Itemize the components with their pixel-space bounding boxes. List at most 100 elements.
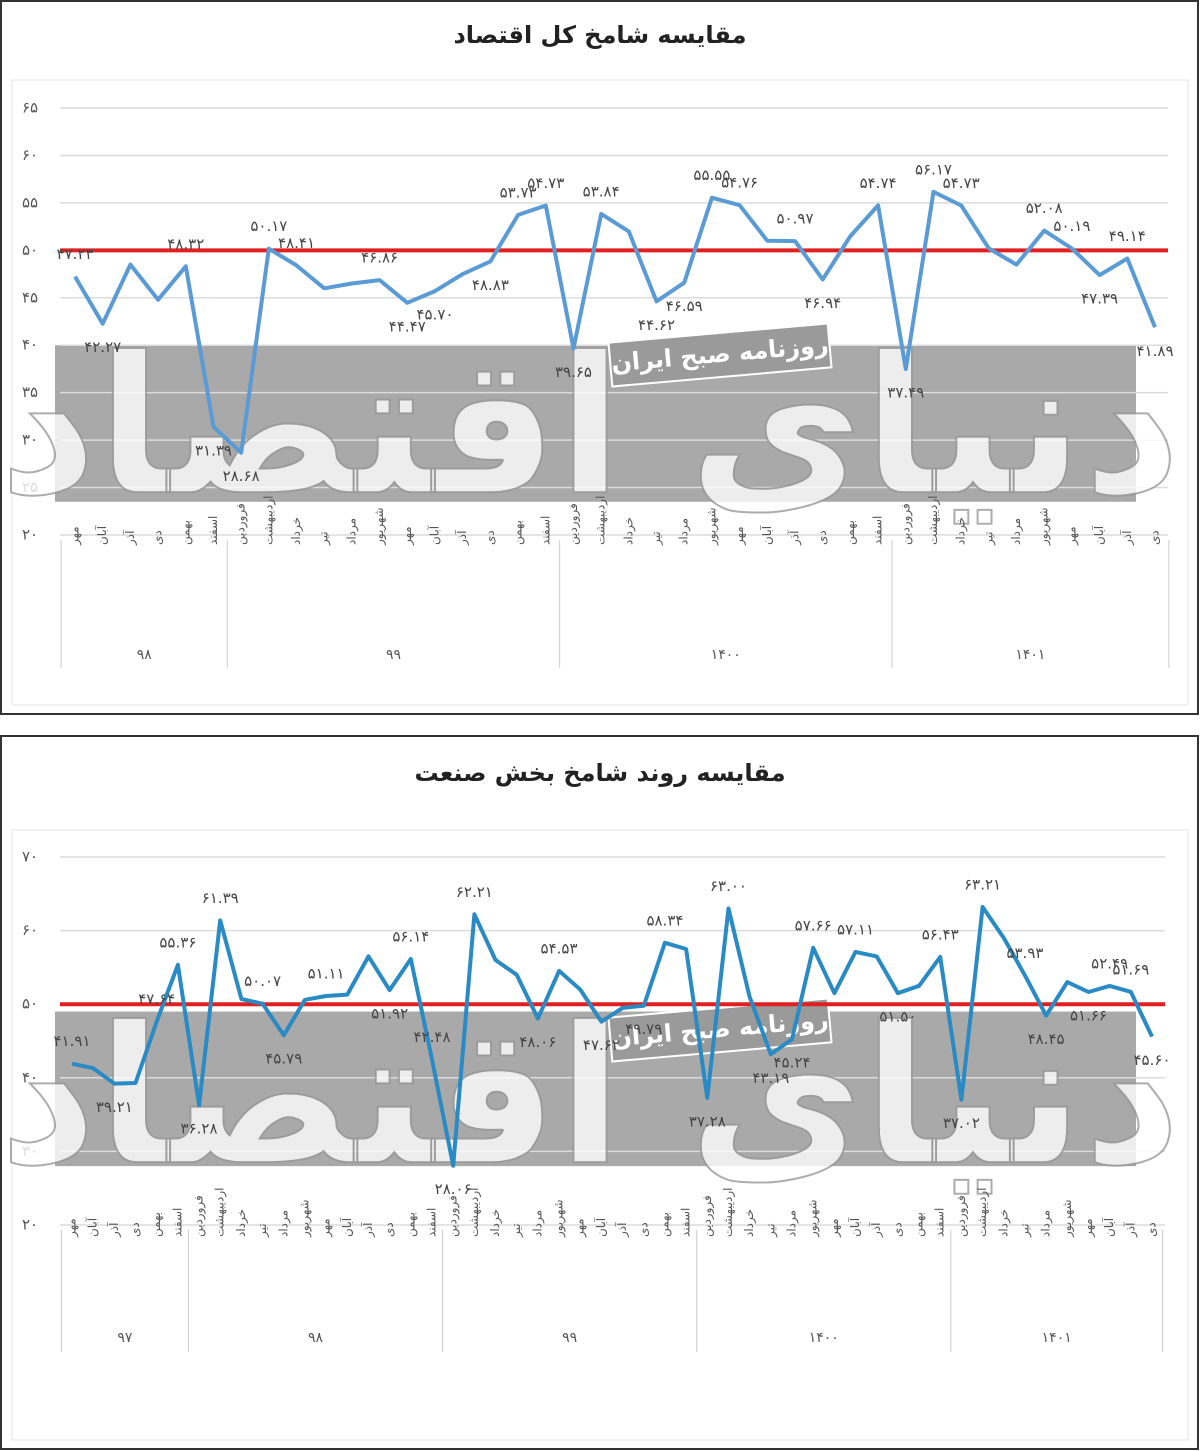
x-tick-label: آذر: [868, 1222, 884, 1238]
y-tick-label: ۵۰: [22, 995, 38, 1013]
y-tick-label: ۷۰: [22, 848, 38, 866]
x-tick-label: تیر: [981, 531, 996, 546]
x-tick-label: خرداد: [742, 1209, 757, 1237]
x-tick-label: مهر: [400, 526, 415, 546]
x-tick-label: آذر: [360, 1222, 376, 1238]
data-label: ۶۲.۲۱: [456, 883, 493, 901]
chart-title: مقایسه روند شامخ بخش صنعت: [414, 759, 785, 787]
data-label: ۵۱.۱۱: [308, 965, 345, 983]
x-tick-label: خرداد: [488, 1209, 503, 1237]
y-tick-label: ۳۵: [22, 383, 38, 401]
x-tick-label: خرداد: [234, 1209, 249, 1237]
y-tick-label: ۲۰: [22, 526, 38, 544]
x-tick-label: مهر: [68, 526, 83, 546]
data-label: ۴۲.۲۷: [84, 338, 121, 356]
x-tick-label: بهمن: [843, 520, 858, 545]
x-tick-label: اردیبهشت: [721, 1188, 736, 1237]
x-tick-label: تیر: [649, 531, 664, 546]
group-label: ۹۹: [386, 647, 401, 663]
x-tick-label: شهریور: [297, 1199, 312, 1238]
data-label: ۴۵.۷۹: [265, 1050, 302, 1068]
data-label: ۴۸.۴۱: [278, 234, 315, 252]
x-tick-label: آبان: [427, 525, 442, 545]
x-tick-label: مهر: [65, 1218, 80, 1238]
group-label: ۱۴۰۰: [809, 1330, 839, 1346]
data-label: ۴۷.۲۳: [57, 245, 94, 263]
y-tick-label: ۶۰: [22, 921, 38, 939]
data-label: ۴۸.۰۶: [519, 1033, 556, 1051]
x-tick-label: اسفند: [679, 1208, 693, 1237]
x-tick-label: شهریور: [372, 507, 387, 546]
data-label: ۴۱.۹۱: [54, 1032, 91, 1050]
x-tick-label: دی: [1145, 1222, 1159, 1237]
x-tick-label: آبان: [1101, 1217, 1116, 1237]
x-tick-label: خرداد: [996, 1209, 1011, 1237]
data-label: ۴۳.۱۹: [752, 1069, 789, 1087]
x-tick-label: فروردین: [192, 1195, 207, 1237]
data-label: ۳۹.۶۵: [555, 363, 592, 381]
x-tick-label: اردیبهشت: [594, 496, 609, 545]
group-label: ۹۸: [308, 1330, 324, 1346]
x-tick-label: مرداد: [1009, 518, 1024, 545]
x-tick-label: دی: [890, 1222, 904, 1237]
y-tick-label: ۶۰: [22, 146, 38, 164]
x-tick-label: اسفند: [425, 1208, 439, 1237]
shaded-band: [55, 345, 1136, 502]
data-label: ۵۳.۷۳: [500, 183, 537, 201]
data-label: ۴۸.۳۲: [167, 235, 204, 253]
group-label: ۹۸: [137, 647, 153, 663]
data-label: ۳۹.۲۱: [96, 1098, 133, 1116]
x-tick-label: بهمن: [178, 520, 193, 545]
x-tick-label: بهمن: [149, 1212, 164, 1237]
data-label: ۳۷.۲۸: [689, 1112, 726, 1130]
data-line: [71, 905, 1154, 1168]
x-tick-label: اردیبهشت: [467, 1188, 482, 1237]
data-label: ۴۹.۱۴: [1109, 227, 1146, 245]
watermark: دنیای اقتصاد: [0, 316, 1181, 537]
data-label: ۵۱.۶۶: [1070, 1006, 1107, 1024]
x-tick-label: اردیبهشت: [213, 1188, 228, 1237]
x-tick-label: آبان: [339, 1217, 354, 1237]
x-tick-label: فروردین: [446, 1195, 461, 1237]
data-label: ۵۶.۱۴: [392, 928, 429, 946]
x-tick-label: خرداد: [289, 517, 304, 545]
data-label: ۵۴.۵۳: [541, 939, 578, 957]
x-tick-label: بهمن: [657, 1212, 672, 1237]
group-label: ۹۹: [562, 1330, 577, 1346]
x-tick-label: آبان: [593, 1217, 608, 1237]
y-tick-label: ۳۰: [22, 431, 38, 449]
data-line: [73, 189, 1157, 455]
x-tick-label: آذر: [454, 530, 470, 546]
data-label: ۵۷.۱۱: [837, 920, 874, 938]
group-label: ۱۴۰۱: [1015, 647, 1045, 663]
chart-title: مقایسه شامخ کل اقتصاد: [453, 21, 746, 49]
y-tick-label: ۶۵: [22, 99, 38, 117]
x-tick-label: بهمن: [403, 1212, 418, 1237]
x-tick-label: آذر: [787, 530, 803, 546]
data-label: ۶۱.۳۹: [202, 889, 239, 907]
data-label: ۶۳.۰۰: [710, 877, 747, 895]
y-tick-label: ۴۰: [22, 1068, 38, 1086]
x-tick-label: مهر: [827, 1218, 842, 1238]
x-tick-label: مهر: [573, 1218, 588, 1238]
shaded-band: [55, 1011, 1136, 1167]
data-label: ۵۷.۶۶: [795, 916, 832, 934]
x-tick-label: دی: [382, 1222, 396, 1237]
data-label: ۴۲.۴۸: [414, 1028, 451, 1046]
x-tick-label: مهر: [1064, 526, 1079, 546]
x-tick-label: آبان: [85, 1217, 100, 1237]
x-tick-label: تیر: [1017, 1223, 1032, 1238]
x-tick-label: فروردین: [954, 1195, 969, 1237]
data-label: ۴۵.۶۰: [1134, 1051, 1171, 1069]
data-label: ۴۶.۸۶: [361, 249, 398, 267]
data-label: ۴۷.۶۲: [583, 1036, 620, 1054]
x-tick-label: مرداد: [1039, 1210, 1054, 1237]
x-tick-label: مهر: [732, 526, 747, 546]
data-label: ۵۱.۵۰: [879, 1008, 916, 1026]
data-label: ۲۸.۶۸: [223, 467, 260, 485]
data-label: ۵۰.۰۷: [244, 972, 281, 990]
group-label: ۱۴۰۰: [711, 647, 741, 663]
data-label: ۴۴.۶۲: [638, 316, 675, 334]
